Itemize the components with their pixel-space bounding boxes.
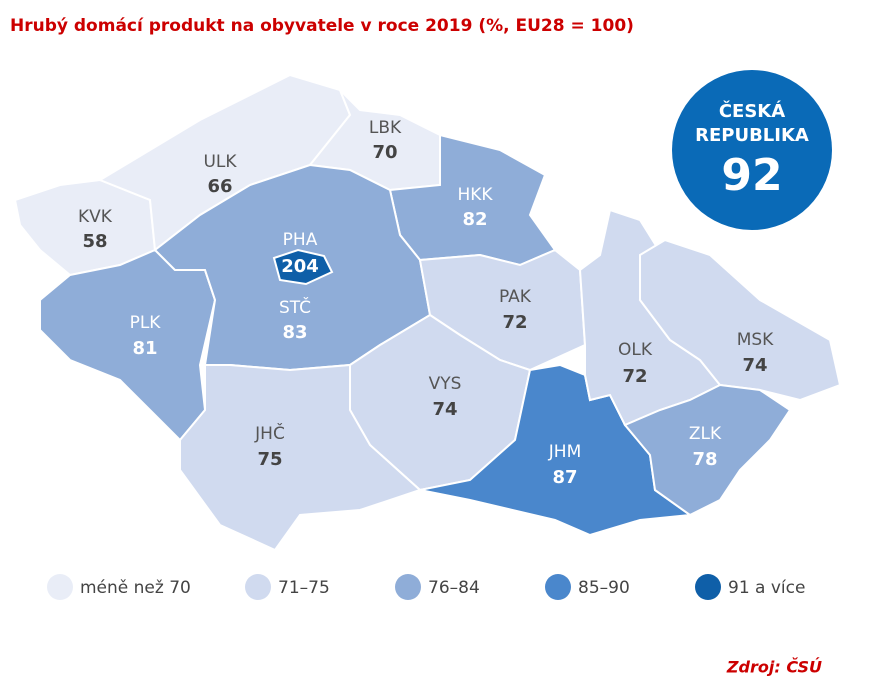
region-name: JHČ <box>254 422 285 444</box>
legend-label: 76–84 <box>428 578 480 598</box>
region-value: 72 <box>622 366 647 387</box>
source: Zdroj: ČSÚ <box>726 657 822 677</box>
legend-label: 71–75 <box>278 578 330 598</box>
region <box>623 383 792 517</box>
region-name: PLK <box>130 313 162 333</box>
legend-label: 85–90 <box>578 578 630 598</box>
region-name: PHA <box>283 230 318 250</box>
region-name: ULK <box>203 152 237 172</box>
region-name: MSK <box>737 330 774 350</box>
region-name: VYS <box>429 374 462 394</box>
region <box>639 238 842 402</box>
region-value: 83 <box>282 322 307 343</box>
legend-label: 91 a více <box>728 578 805 598</box>
region-value: 78 <box>692 449 717 470</box>
region-name: LBK <box>369 118 402 138</box>
region <box>179 363 422 552</box>
legend-label: méně než 70 <box>80 578 191 598</box>
region-value: 87 <box>552 467 577 488</box>
legend-swatch <box>47 574 73 600</box>
region-value: 204 <box>281 256 319 277</box>
region-value: 72 <box>502 312 527 333</box>
region <box>39 248 217 442</box>
region-value: 75 <box>257 449 282 470</box>
title: Hrubý domácí produkt na obyvatele v roce… <box>10 16 634 36</box>
region-value: 82 <box>462 209 487 230</box>
region-name: JHM <box>548 442 581 462</box>
badge-value: 92 <box>721 150 782 201</box>
region-name: HKK <box>457 185 493 205</box>
region-value: 81 <box>132 338 157 359</box>
legend-swatch <box>545 574 571 600</box>
region-name: OLK <box>618 340 653 360</box>
legend-swatch <box>695 574 721 600</box>
legend-swatch <box>395 574 421 600</box>
region-value: 74 <box>432 399 457 420</box>
badge <box>672 70 832 230</box>
region-name: KVK <box>78 207 113 227</box>
region-name: PAK <box>499 287 532 307</box>
region-name: STČ <box>279 296 311 318</box>
region-value: 58 <box>82 231 107 252</box>
region-value: 74 <box>742 355 767 376</box>
badge-label: REPUBLIKA <box>695 125 809 146</box>
badge-label: ČESKÁ <box>719 100 785 122</box>
legend-swatch <box>245 574 271 600</box>
region-name: ZLK <box>689 424 722 444</box>
region <box>272 248 334 286</box>
region-value: 70 <box>372 142 397 163</box>
region-value: 66 <box>207 176 232 197</box>
